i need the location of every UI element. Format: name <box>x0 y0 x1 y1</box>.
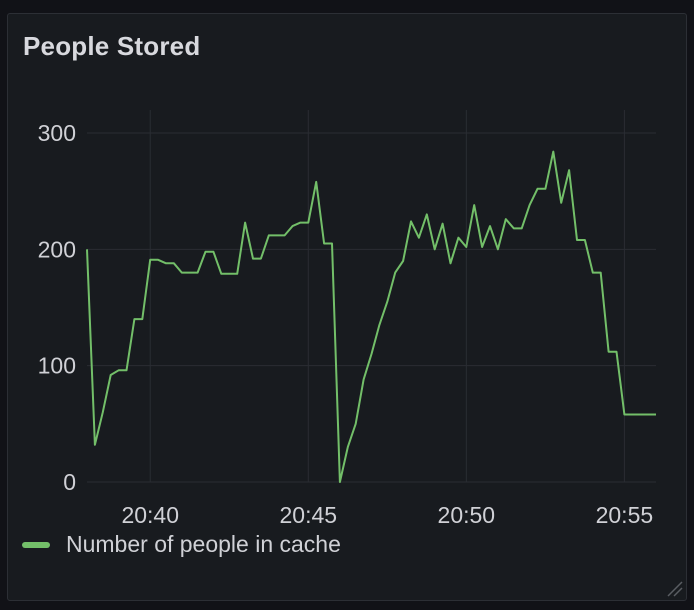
series-line-number-of-people[interactable] <box>86 150 656 483</box>
y-tick-label: 0 <box>63 469 76 495</box>
grid <box>87 110 656 483</box>
panel-title[interactable]: People Stored <box>23 31 201 61</box>
y-tick-label: 100 <box>38 353 76 379</box>
x-tick-label: 20:45 <box>279 502 337 528</box>
legend-item[interactable]: Number of people in cache <box>22 531 341 558</box>
x-tick-label: 20:50 <box>438 502 496 528</box>
legend-label: Number of people in cache <box>66 531 341 557</box>
resize-handle-icon[interactable] <box>665 579 683 597</box>
x-tick-label: 20:40 <box>121 502 179 528</box>
legend-swatch <box>22 541 50 548</box>
y-axis: 0 100 200 300 <box>38 120 76 495</box>
panel: People Stored <box>7 13 687 601</box>
y-tick-label: 300 <box>38 120 76 146</box>
y-tick-label: 200 <box>38 236 76 262</box>
x-tick-label: 20:55 <box>596 502 654 528</box>
x-axis: 20:40 20:45 20:50 20:55 <box>121 502 653 528</box>
